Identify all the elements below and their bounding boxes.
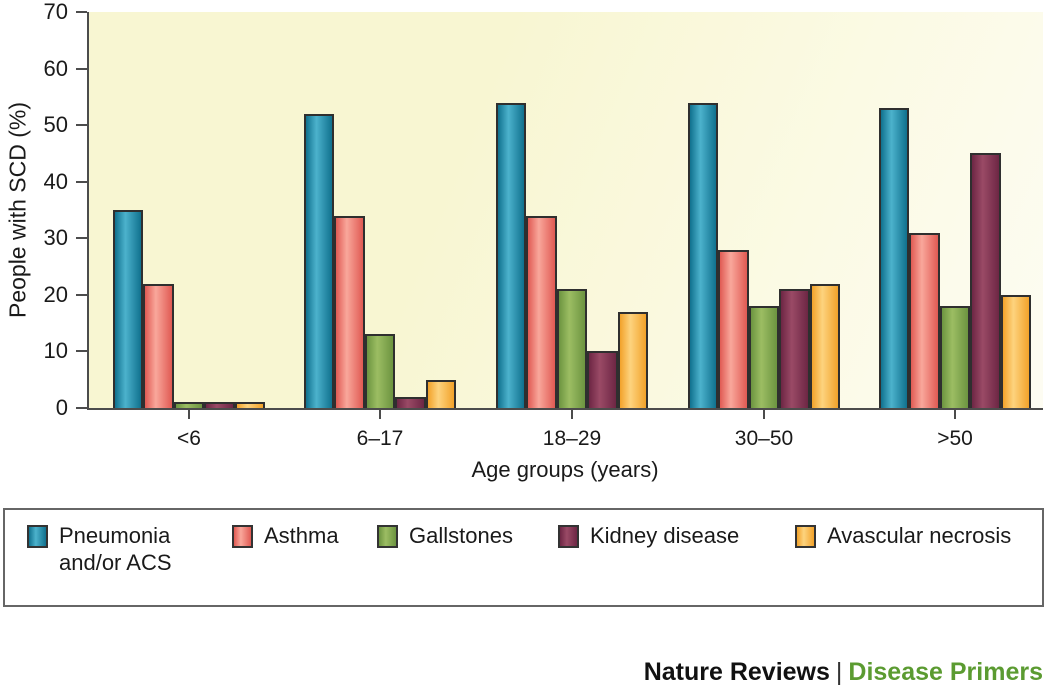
footer-separator: | [835,658,843,686]
y-tick-label: 30 [43,225,68,251]
bar [112,210,144,408]
x-tick-label: 18–29 [542,427,602,450]
y-tick-label: 20 [43,281,68,307]
x-tick-label: 6–17 [356,427,404,450]
y-tick-mark [76,11,87,13]
bar [556,289,588,408]
bar-group-30–50 [687,103,841,408]
legend-label: Kidney disease [590,523,740,548]
journal-footer: Nature Reviews | Disease Primers [644,658,1043,687]
y-tick-mark [76,67,87,70]
footer-brand-right: Disease Primers [848,658,1043,686]
bar [143,284,174,408]
y-tick-mark [76,124,87,127]
y-tick-mark [76,237,87,240]
chart-plot-area [87,12,1043,410]
x-tick-mark [379,410,381,419]
legend-item: Pneumonia and/or ACS [27,523,209,576]
bar [779,289,810,408]
footer-brand-left: Nature Reviews [643,658,830,686]
bar [687,103,719,408]
legend-label: Asthma [264,523,339,548]
y-tick-label: 10 [43,338,68,364]
bar [173,402,205,408]
bar [939,306,971,408]
x-tick-label: 30–50 [734,427,794,450]
bar [425,380,457,408]
legend-label: Gallstones [409,523,513,548]
legend-swatch-icon [795,525,816,548]
x-tick-label: >50 [937,427,973,450]
y-tick-label: 0 [55,395,68,420]
y-tick-mark [76,180,87,183]
bar [748,306,780,408]
bar [334,216,365,408]
bar-group-18–29 [495,103,649,408]
x-tick-mark [571,410,573,419]
y-tick-label: 70 [43,0,68,24]
y-tick-label: 50 [43,112,68,138]
legend-swatch-icon [232,525,253,548]
bar-group->50 [878,108,1032,408]
x-tick-mark [763,410,765,419]
bar [1000,295,1032,408]
x-tick-mark [188,410,190,419]
y-tick-label: 60 [43,55,68,81]
legend-item: Asthma [232,523,339,549]
y-axis-title: People with SCD (%) [4,101,31,319]
bar-group-6–17 [303,114,457,408]
legend-swatch-icon [377,525,398,548]
bar [718,250,749,408]
y-tick-mark [76,350,87,353]
x-tick-mark [954,410,956,419]
legend-swatch-icon [558,525,579,548]
y-tick-mark [76,407,87,409]
y-tick-mark [76,293,87,296]
legend-swatch-icon [27,525,48,548]
bar [364,334,396,408]
bar [878,108,910,408]
legend-item: Kidney disease [558,523,740,549]
legend-item: Avascular necrosis [795,523,1012,549]
bar [395,397,426,408]
bar [526,216,557,408]
y-tick-label: 40 [43,168,68,194]
legend-box: Pneumonia and/or ACS Asthma Gallstones Kidn… [3,508,1044,607]
bar [234,402,266,408]
bar [303,114,335,408]
bar [909,233,940,408]
bar [617,312,649,408]
x-axis-title: Age groups (years) [471,457,659,482]
bar [587,351,618,408]
legend-label: Pneumonia and/or ACS [59,523,172,575]
bar-group-<6 [112,210,266,408]
legend-item: Gallstones [377,523,513,549]
bar [204,402,235,408]
bar [809,284,841,408]
bar [495,103,527,408]
legend-label: Avascular necrosis [827,523,1012,548]
x-tick-label: <6 [177,427,201,450]
bar [970,153,1001,408]
